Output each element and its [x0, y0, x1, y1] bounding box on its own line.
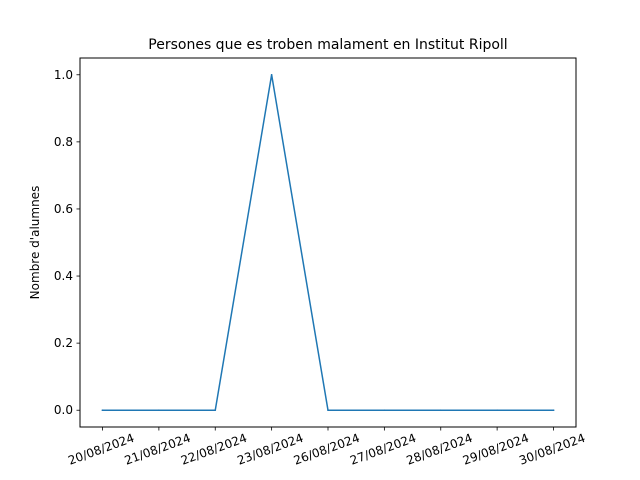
y-tick-label: 0.8 — [54, 135, 73, 149]
y-tick-label: 0.6 — [54, 202, 73, 216]
data-point — [214, 409, 217, 412]
axes-frame — [79, 57, 577, 428]
y-tick-label: 0.0 — [54, 403, 73, 417]
data-point — [439, 409, 442, 412]
plot-area — [101, 73, 555, 412]
y-axis-label: Nombre d'alumnes — [28, 186, 42, 300]
chart-title: Persones que es troben malament en Insti… — [148, 37, 507, 53]
data-point — [327, 409, 329, 412]
data-point — [158, 409, 160, 412]
y-tick-label: 1.0 — [54, 68, 73, 82]
data-point — [101, 409, 104, 412]
data-point — [383, 409, 386, 412]
data-point — [552, 409, 555, 412]
data-point — [270, 73, 273, 76]
y-tick-label: 0.2 — [54, 336, 73, 350]
y-axis: 0.0 0.2 0.4 0.6 0.8 1.0 — [54, 68, 80, 417]
y-tick-label: 0.4 — [54, 269, 73, 283]
data-point — [496, 409, 498, 412]
